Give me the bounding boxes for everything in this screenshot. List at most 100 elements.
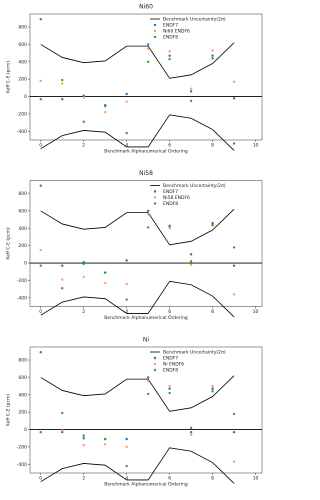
y-tick-label: 600 [18, 375, 27, 381]
point [232, 412, 236, 416]
x-tick-label: 10 [253, 309, 259, 315]
point [189, 99, 193, 103]
legend-label: ENDF8 [163, 201, 178, 207]
point [168, 391, 171, 395]
x-axis-label: Benchmark Alphanumerical Ordering [104, 149, 188, 155]
legend-marker [153, 23, 157, 27]
x-tick-label: 6 [168, 143, 171, 149]
point [189, 260, 193, 263]
legend-label: Benchmark Uncertainty(2σ) [163, 350, 226, 356]
point [61, 411, 64, 415]
legend-label: Ni58 ENDF6 [163, 195, 190, 201]
legend-label: ENDF7 [163, 356, 178, 362]
point [168, 384, 171, 388]
point [146, 226, 150, 229]
x-tick-label: 2 [82, 309, 85, 315]
point [146, 392, 150, 396]
point [146, 209, 150, 213]
point [103, 281, 107, 285]
point [82, 94, 85, 97]
point [39, 351, 42, 354]
point [211, 387, 214, 390]
x-tick-label: 4 [125, 476, 128, 482]
y-tick-label: -200 [17, 278, 27, 284]
point [82, 120, 85, 123]
point [211, 54, 214, 57]
point [168, 57, 171, 61]
point [103, 104, 107, 108]
y-tick-label: 400 [18, 226, 27, 232]
plot-frame [29, 180, 263, 307]
point [39, 97, 42, 101]
point [39, 18, 42, 21]
chart-title: Ni58 [139, 170, 153, 177]
y-axis-label: Keff C-E (pcm) [6, 227, 12, 260]
legend-marker [153, 29, 157, 33]
point [232, 80, 236, 83]
point [189, 433, 193, 436]
y-axis-label: Keff C-E (pcm) [6, 61, 12, 94]
point [39, 79, 42, 83]
point [189, 87, 193, 90]
legend-label: Benchmark Uncertainty(2σ) [163, 17, 226, 23]
point [125, 92, 128, 96]
point [211, 384, 214, 388]
point [211, 49, 214, 52]
y-tick-label: -400 [17, 462, 27, 468]
x-tick-label: 8 [211, 476, 214, 482]
y-tick-label: 200 [18, 243, 27, 249]
legend-marker [153, 368, 157, 372]
point [232, 293, 236, 296]
legend-label: ENDF8 [163, 368, 178, 374]
x-tick-label: 6 [168, 476, 171, 482]
point [125, 100, 128, 103]
y-tick-label: 600 [18, 42, 27, 48]
point [232, 97, 236, 100]
point [232, 430, 236, 434]
y-tick-label: 600 [18, 208, 27, 214]
point [189, 430, 193, 434]
x-tick-label: 10 [253, 476, 259, 482]
y-tick-label: 0 [24, 261, 27, 267]
legend-label: ENDF7 [163, 23, 178, 29]
point [82, 262, 85, 266]
legend-marker [153, 196, 157, 199]
x-tick-label: 0 [39, 143, 42, 149]
point [146, 47, 150, 50]
point [82, 434, 85, 437]
point [61, 97, 64, 101]
point [82, 437, 85, 440]
x-tick-label: 8 [211, 143, 214, 149]
y-tick-label: -200 [17, 111, 27, 117]
plot-frame [29, 346, 263, 474]
uncertainty-line [40, 208, 235, 246]
point [125, 259, 128, 262]
legend-label: Ni ENDF6 [163, 362, 184, 368]
point [61, 430, 64, 434]
legend-marker [153, 202, 157, 205]
x-tick-label: 0 [39, 476, 42, 482]
x-tick-label: 8 [211, 309, 214, 315]
legend-label: Ni60 ENDF6 [163, 29, 190, 35]
point [103, 437, 107, 441]
legend-marker [153, 362, 157, 366]
uncertainty-line [40, 375, 235, 412]
y-tick-label: 0 [24, 94, 27, 100]
point [189, 253, 193, 256]
y-tick-label: 800 [18, 191, 27, 197]
x-axis-label: Benchmark Alphanumerical Ordering [104, 482, 188, 488]
y-tick-label: 800 [18, 358, 27, 364]
point [168, 387, 171, 390]
y-tick-label: 800 [18, 25, 27, 31]
point [61, 264, 64, 267]
x-axis-label: Benchmark Alphanumerical Ordering [104, 315, 188, 321]
point [168, 224, 171, 227]
legend-marker [153, 356, 157, 360]
point [103, 110, 107, 114]
point [232, 264, 236, 267]
y-tick-label: 200 [18, 410, 27, 416]
plot-frame [29, 13, 263, 141]
x-tick-label: 10 [253, 143, 259, 149]
x-tick-label: 6 [168, 309, 171, 315]
